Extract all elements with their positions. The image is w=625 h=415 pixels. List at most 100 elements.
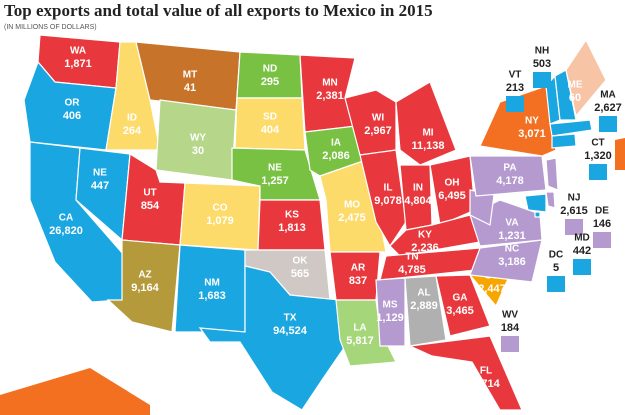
state-abbr: OK (293, 256, 309, 267)
state-abbr: VA (505, 218, 518, 229)
state-abbr: MS (383, 300, 398, 311)
state-value: 4,178 (496, 175, 524, 187)
state-abbr: IL (384, 183, 393, 194)
state-abbr: CO (213, 203, 228, 214)
state-value: 442 (573, 245, 591, 257)
state-value: 447 (91, 180, 109, 192)
state-value: 854 (141, 200, 160, 212)
state-abbr: UT (143, 188, 156, 199)
state-abbr: MO (344, 200, 360, 211)
state-icon-box (533, 72, 551, 88)
state-abbr: AL (417, 288, 430, 299)
state-abbr: NC (505, 244, 519, 255)
state-shape (375, 277, 406, 347)
state-abbr: MD (574, 233, 590, 244)
state-abbr: MA (600, 90, 616, 101)
state-icon-box (565, 219, 583, 235)
state-shape (469, 239, 543, 283)
state-value: 295 (261, 76, 279, 88)
subtitle: (IN MILLIONS OF DOLLARS) (4, 24, 97, 31)
state-value: 2,236 (411, 242, 439, 254)
state-abbr: SD (263, 112, 277, 123)
state-value: 60 (569, 92, 581, 104)
state-shape (198, 265, 347, 411)
state-abbr: MI (422, 128, 433, 139)
state-value: 3,071 (518, 128, 546, 140)
state-abbr: AR (351, 263, 366, 274)
state-abbr: TX (284, 313, 297, 324)
state-abbr: NM (204, 278, 220, 289)
state-value: 1,257 (261, 175, 289, 187)
state-value: 2,889 (410, 300, 438, 312)
state-value: 2,447 (478, 283, 506, 295)
state-value: 4,785 (398, 264, 426, 276)
state-abbr: GA (453, 293, 468, 304)
state-abbr: ND (263, 64, 277, 75)
state-value: 146 (593, 218, 611, 230)
state-abbr: NH (535, 46, 549, 57)
state-value: 11,138 (411, 140, 444, 152)
state-abbr: WA (70, 46, 86, 57)
state-value: 9,164 (131, 282, 159, 294)
state-value: 404 (261, 124, 280, 136)
state-shape (524, 193, 547, 213)
state-icon-box (573, 259, 591, 275)
state-abbr: WY (190, 133, 206, 144)
state-value: 6,495 (438, 190, 466, 202)
state-value: 2,381 (316, 90, 344, 102)
state-value: 4,804 (404, 195, 432, 207)
state-abbr: MN (322, 78, 338, 89)
state-shape (435, 274, 491, 337)
state-abbr: KS (285, 210, 299, 221)
state-value: 26,820 (49, 225, 83, 237)
state-value: 264 (123, 125, 142, 137)
state-shape (565, 38, 607, 118)
state-abbr: DE (595, 206, 609, 217)
state-abbr: VT (509, 70, 522, 81)
state-abbr: CA (59, 213, 73, 224)
state-abbr: NJ (568, 193, 581, 204)
state-abbr: AZ (138, 270, 151, 281)
state-value: 1,129 (376, 312, 404, 324)
state-value: 2,967 (364, 125, 392, 137)
state-abbr: WV (502, 310, 518, 321)
state-value: 41 (184, 82, 196, 94)
state-shape (545, 157, 559, 191)
state-shape (534, 211, 541, 218)
state-abbr: NE (93, 168, 107, 179)
state-shape (549, 119, 593, 137)
state-icon-box (501, 336, 519, 352)
state-abbr: IN (413, 183, 423, 194)
state-abbr: IA (331, 138, 341, 149)
state-abbr: TN (405, 252, 418, 263)
state-shape (344, 89, 397, 156)
state-abbr: ID (127, 113, 137, 124)
title: Top exports and total value of all expor… (4, 1, 433, 20)
state-value: 2,475 (338, 212, 366, 224)
state-abbr: ME (568, 80, 583, 91)
state-abbr: KY (418, 230, 432, 241)
state-value: 9,078 (374, 195, 402, 207)
state-value: 5 (553, 262, 559, 274)
state-abbr: WI (372, 113, 384, 124)
state-value: 2,615 (560, 205, 588, 217)
mexico (0, 368, 150, 415)
state-value: 1,079 (206, 215, 234, 227)
state-value: 1,871 (64, 58, 92, 70)
state-value: 3,465 (446, 305, 474, 317)
state-value: 1,231 (498, 230, 526, 242)
state-abbr: NE (268, 163, 282, 174)
state-shape (407, 335, 523, 411)
state-shape (469, 155, 547, 197)
state-value: 1,813 (278, 222, 306, 234)
state-shape (551, 133, 577, 149)
state-value: 5,817 (346, 335, 374, 347)
state-abbr: FL (480, 366, 492, 377)
state-icon-box (589, 164, 607, 180)
state-value: 2,627 (594, 102, 622, 114)
state-abbr: NY (525, 116, 539, 127)
state-abbr: DC (549, 250, 563, 261)
state-value: 565 (291, 268, 309, 280)
